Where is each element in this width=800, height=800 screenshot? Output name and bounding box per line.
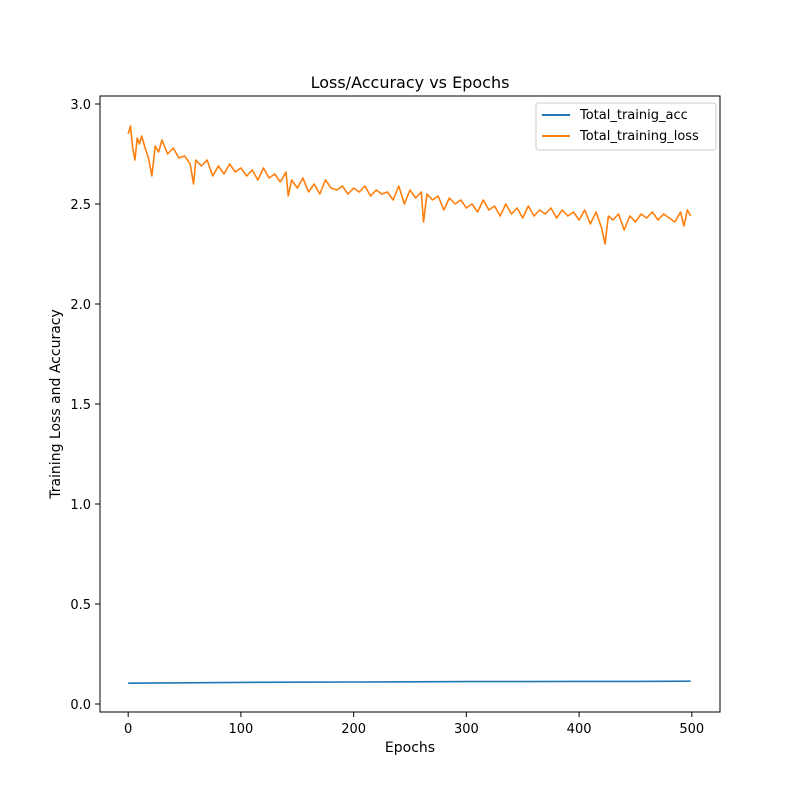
legend-label-loss: Total_training_loss	[579, 129, 699, 144]
legend: Total_trainig_acc Total_training_loss	[535, 102, 717, 151]
y-tick-label: 0.5	[70, 598, 91, 613]
x-tick-label: 100	[228, 722, 253, 737]
y-tick-label: 0.0	[70, 698, 91, 713]
legend-label-acc: Total_trainig_acc	[579, 108, 688, 123]
legend-box	[535, 102, 717, 151]
y-tick-label: 2.5	[70, 198, 91, 213]
x-tick-label: 500	[679, 722, 704, 737]
y-axis-label: Training Loss and Accuracy	[48, 309, 64, 500]
plot-frame	[99, 95, 721, 713]
series-line-loss	[127, 125, 692, 245]
series-line-acc	[128, 680, 691, 684]
chart-title: Loss/Accuracy vs Epochs	[311, 73, 510, 92]
x-axis-label: Epochs	[385, 740, 435, 756]
y-tick-label: 1.0	[70, 498, 91, 513]
x-tick-label: 200	[341, 722, 366, 737]
y-tick-label: 3.0	[70, 98, 91, 113]
plot-lines	[127, 125, 692, 684]
y-tick-label: 1.5	[70, 398, 91, 413]
y-tick-label: 2.0	[70, 298, 91, 313]
x-tick-label: 300	[454, 722, 479, 737]
x-tick-label: 400	[567, 722, 592, 737]
y-axis-ticks: 0.0 0.5 1.0 1.5 2.0 2.5 3.0	[70, 98, 100, 713]
x-axis-ticks: 0 100 200 300 400 500	[124, 712, 704, 737]
x-tick-label: 0	[124, 722, 132, 737]
